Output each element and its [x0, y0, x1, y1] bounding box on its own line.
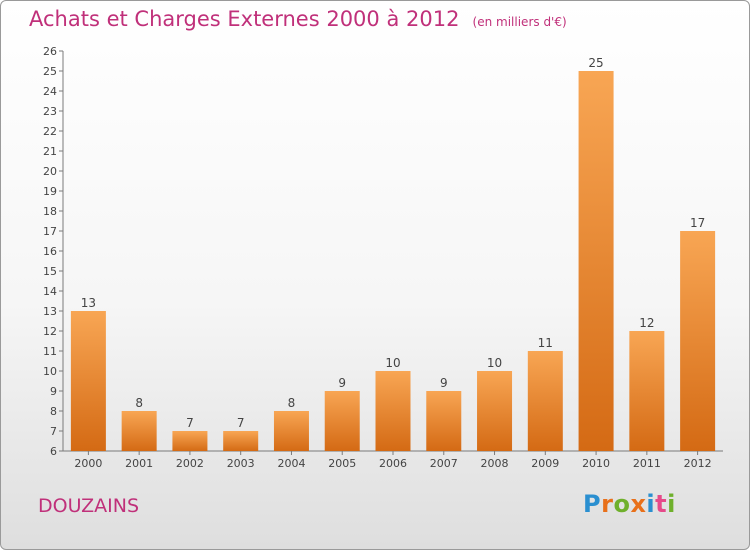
x-tick-label: 2005	[328, 457, 356, 470]
y-tick-label: 9	[50, 385, 57, 398]
x-tick-label: 2008	[481, 457, 509, 470]
value-label: 11	[538, 336, 553, 350]
y-tick-label: 10	[43, 365, 57, 378]
y-tick-label: 20	[43, 165, 57, 178]
y-tick-label: 13	[43, 305, 57, 318]
y-tick-label: 23	[43, 105, 57, 118]
x-tick-label: 2001	[125, 457, 153, 470]
value-label: 17	[690, 216, 705, 230]
bar-2005	[324, 391, 360, 451]
x-tick-label: 2009	[531, 457, 559, 470]
y-tick-label: 12	[43, 325, 57, 338]
y-tick-label: 6	[50, 445, 57, 458]
x-tick-label: 2006	[379, 457, 407, 470]
y-tick-label: 8	[50, 405, 57, 418]
logo-letter: r	[601, 490, 614, 518]
x-tick-label: 2003	[227, 457, 255, 470]
y-tick-label: 24	[43, 85, 57, 98]
bar-2001	[121, 411, 157, 451]
y-tick-label: 21	[43, 145, 57, 158]
proxiti-logo[interactable]: Proxiti	[583, 490, 676, 518]
bar-2003	[223, 431, 259, 451]
value-label: 8	[135, 396, 143, 410]
y-tick-label: 19	[43, 185, 57, 198]
x-tick-label: 2010	[582, 457, 610, 470]
bar-2011	[629, 331, 665, 451]
x-tick-label: 2007	[430, 457, 458, 470]
x-tick-label: 2002	[176, 457, 204, 470]
y-tick-label: 15	[43, 265, 57, 278]
value-label: 8	[288, 396, 296, 410]
bar-2006	[375, 371, 411, 451]
x-tick-label: 2012	[684, 457, 712, 470]
chart-unit: (en milliers d'€)	[472, 15, 567, 29]
logo-letter: i	[667, 490, 676, 518]
value-label: 9	[338, 376, 346, 390]
bar-2000	[70, 311, 106, 451]
value-label: 7	[237, 416, 245, 430]
x-tick-label: 2004	[277, 457, 305, 470]
y-tick-label: 7	[50, 425, 57, 438]
bar-2004	[273, 411, 309, 451]
y-tick-label: 16	[43, 245, 57, 258]
value-label: 9	[440, 376, 448, 390]
value-label: 10	[487, 356, 502, 370]
value-label: 10	[385, 356, 400, 370]
chart-title: Achats et Charges Externes 2000 à 2012	[29, 7, 460, 31]
bar-2002	[172, 431, 208, 451]
logo-letter: i	[646, 490, 656, 518]
bar-2010	[578, 71, 614, 451]
bar-2008	[477, 371, 513, 451]
town-name: DOUZAINS	[38, 495, 140, 517]
value-label: 13	[81, 296, 96, 310]
bar-2007	[426, 391, 462, 451]
y-tick-label: 22	[43, 125, 57, 138]
logo-letter: P	[583, 490, 602, 518]
x-tick-label: 2000	[74, 457, 102, 470]
value-label: 25	[588, 56, 603, 70]
y-tick-label: 11	[43, 345, 57, 358]
value-label: 7	[186, 416, 194, 430]
y-tick-label: 26	[43, 45, 57, 58]
logo-letter: o	[613, 490, 631, 518]
chart-title-block: Achats et Charges Externes 2000 à 2012 (…	[29, 7, 567, 31]
y-tick-label: 14	[43, 285, 57, 298]
y-tick-label: 25	[43, 65, 57, 78]
logo-letter: x	[630, 490, 647, 518]
bar-2012	[680, 231, 716, 451]
logo-letter: t	[655, 490, 668, 518]
y-tick-label: 18	[43, 205, 57, 218]
y-tick-label: 17	[43, 225, 57, 238]
x-tick-label: 2011	[633, 457, 661, 470]
value-label: 12	[639, 316, 654, 330]
bar-2009	[527, 351, 563, 451]
